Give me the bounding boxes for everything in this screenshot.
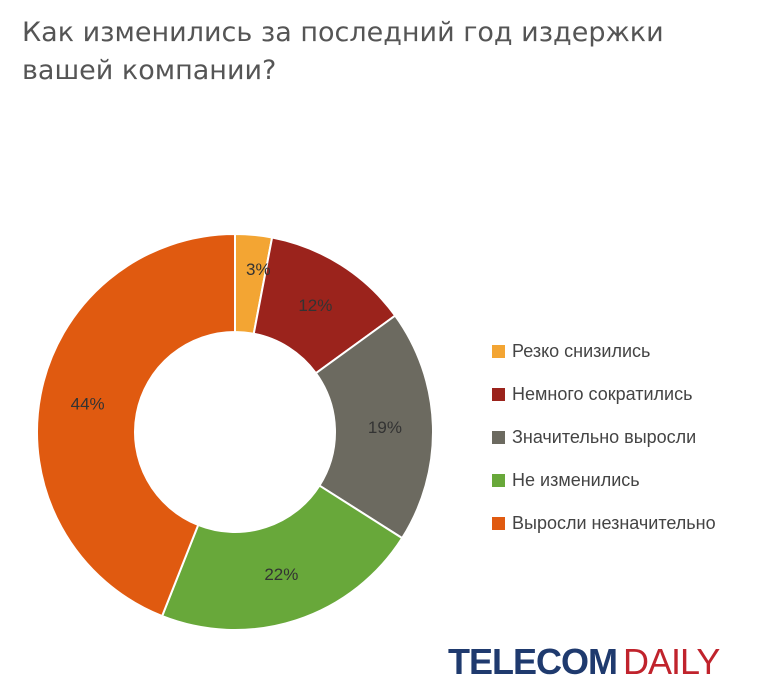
legend-swatch-2 — [492, 388, 505, 401]
legend-swatch-4 — [492, 474, 505, 487]
chart-legend: Резко снизились Немного сократились Значит… — [492, 330, 716, 545]
legend-item-4: Не изменились — [492, 459, 716, 502]
legend-label-5: Выросли незначительно — [512, 513, 716, 533]
logo-part-telecom: TELECOM — [448, 641, 618, 682]
legend-item-2: Немного сократились — [492, 373, 716, 416]
legend-label-1: Резко снизились — [512, 341, 651, 361]
chart-title: Как изменились за последний год издержки… — [22, 17, 664, 86]
telecom-daily-logo: TELECOM DAILY — [448, 640, 720, 684]
legend-swatch-5 — [492, 517, 505, 530]
slice-label-4: 22% — [264, 565, 298, 584]
legend-swatch-1 — [492, 345, 505, 358]
slice-label-2: 12% — [298, 296, 332, 315]
slice-label-3: 19% — [368, 418, 402, 437]
legend-label-4: Не изменились — [512, 470, 640, 490]
legend-item-3: Значительно выросли — [492, 416, 716, 459]
slice-label-1: 3% — [246, 260, 271, 279]
legend-item-5: Выросли незначительно — [492, 502, 716, 545]
logo-part-daily: DAILY — [623, 641, 720, 682]
legend-swatch-3 — [492, 431, 505, 444]
slice-4 — [160, 484, 404, 631]
slice-label-5: 44% — [71, 394, 105, 413]
slice-3 — [314, 314, 434, 540]
legend-label-2: Немного сократились — [512, 384, 693, 404]
legend-item-1: Резко снизились — [492, 330, 716, 373]
legend-label-3: Значительно выросли — [512, 427, 697, 447]
slice-5 — [36, 232, 236, 618]
